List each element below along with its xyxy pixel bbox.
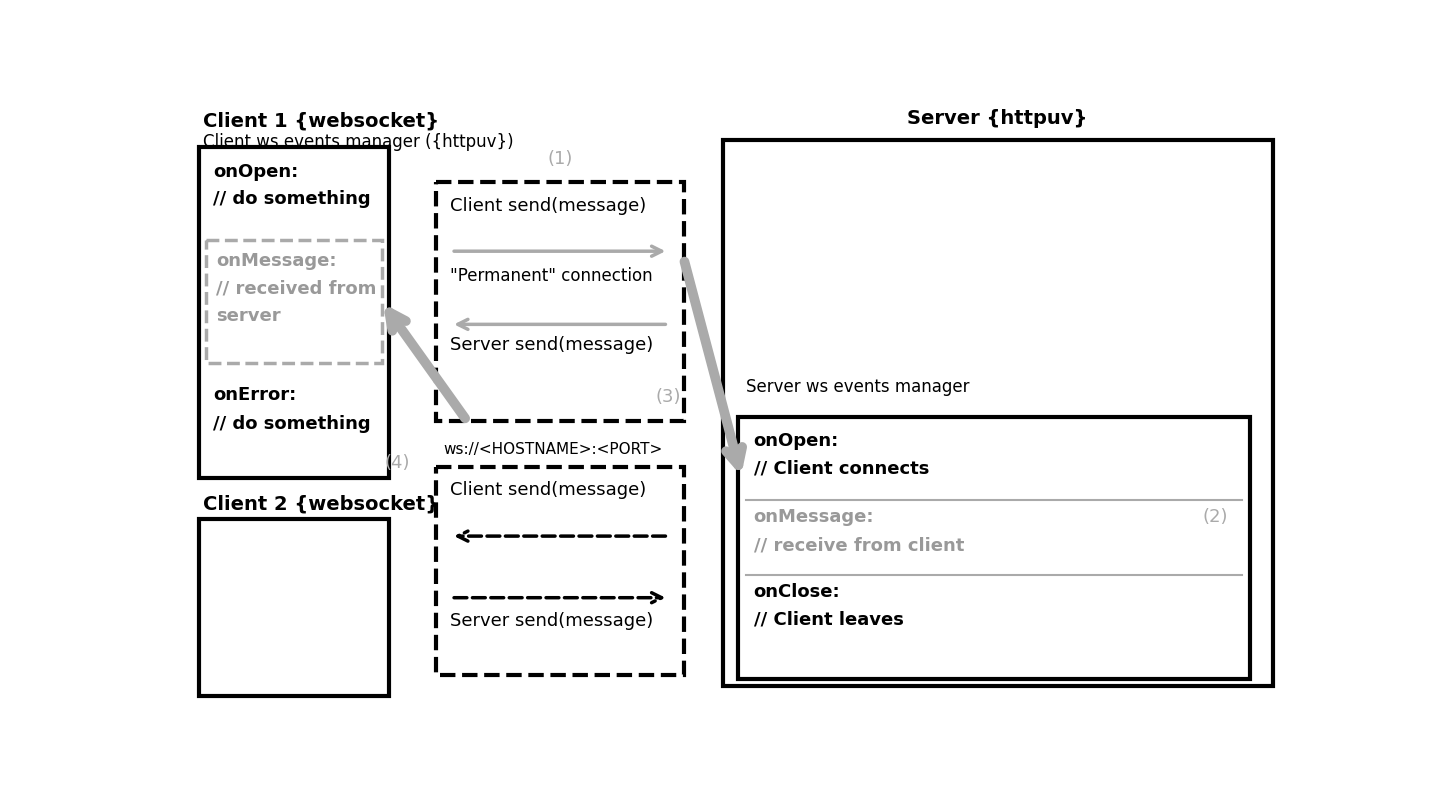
Text: Client ws events manager ({httpuv}): Client ws events manager ({httpuv}) <box>203 133 514 151</box>
Text: Client 2 {websocket}: Client 2 {websocket} <box>203 495 439 514</box>
Bar <box>436 182 684 420</box>
Text: "Permanent" connection: "Permanent" connection <box>449 266 652 284</box>
Text: (3): (3) <box>655 389 681 407</box>
Text: Server ws events manager: Server ws events manager <box>746 378 969 396</box>
Text: // do something: // do something <box>213 416 372 433</box>
Text: onOpen:: onOpen: <box>753 433 838 450</box>
Text: (2): (2) <box>1202 508 1228 526</box>
Text: // do something: // do something <box>213 190 372 207</box>
Bar <box>206 240 382 363</box>
Text: Client send(message): Client send(message) <box>449 198 647 215</box>
Text: (4): (4) <box>384 454 410 472</box>
Text: Server {httpuv}: Server {httpuv} <box>907 109 1087 128</box>
Text: onMessage:: onMessage: <box>216 252 337 270</box>
Text: onMessage:: onMessage: <box>753 508 874 526</box>
Text: // Client connects: // Client connects <box>753 460 929 478</box>
Text: // received from: // received from <box>216 279 377 298</box>
Text: ws://<HOSTNAME>:<PORT>: ws://<HOSTNAME>:<PORT> <box>444 442 662 457</box>
Text: onClose:: onClose: <box>753 583 840 601</box>
Text: Client 1 {websocket}: Client 1 {websocket} <box>203 111 439 130</box>
Text: // Client leaves: // Client leaves <box>753 611 903 629</box>
Bar <box>199 519 389 697</box>
Text: server: server <box>216 308 281 326</box>
Text: onError:: onError: <box>213 386 297 404</box>
Bar <box>436 467 684 675</box>
Text: Server send(message): Server send(message) <box>449 336 652 354</box>
Text: (1): (1) <box>547 150 573 168</box>
Bar <box>723 139 1273 686</box>
Bar <box>739 417 1250 679</box>
Text: onOpen:: onOpen: <box>213 163 298 181</box>
Text: // receive from client: // receive from client <box>753 536 963 554</box>
Text: Client send(message): Client send(message) <box>449 480 647 499</box>
Bar <box>199 147 389 479</box>
Text: Server send(message): Server send(message) <box>449 612 652 629</box>
